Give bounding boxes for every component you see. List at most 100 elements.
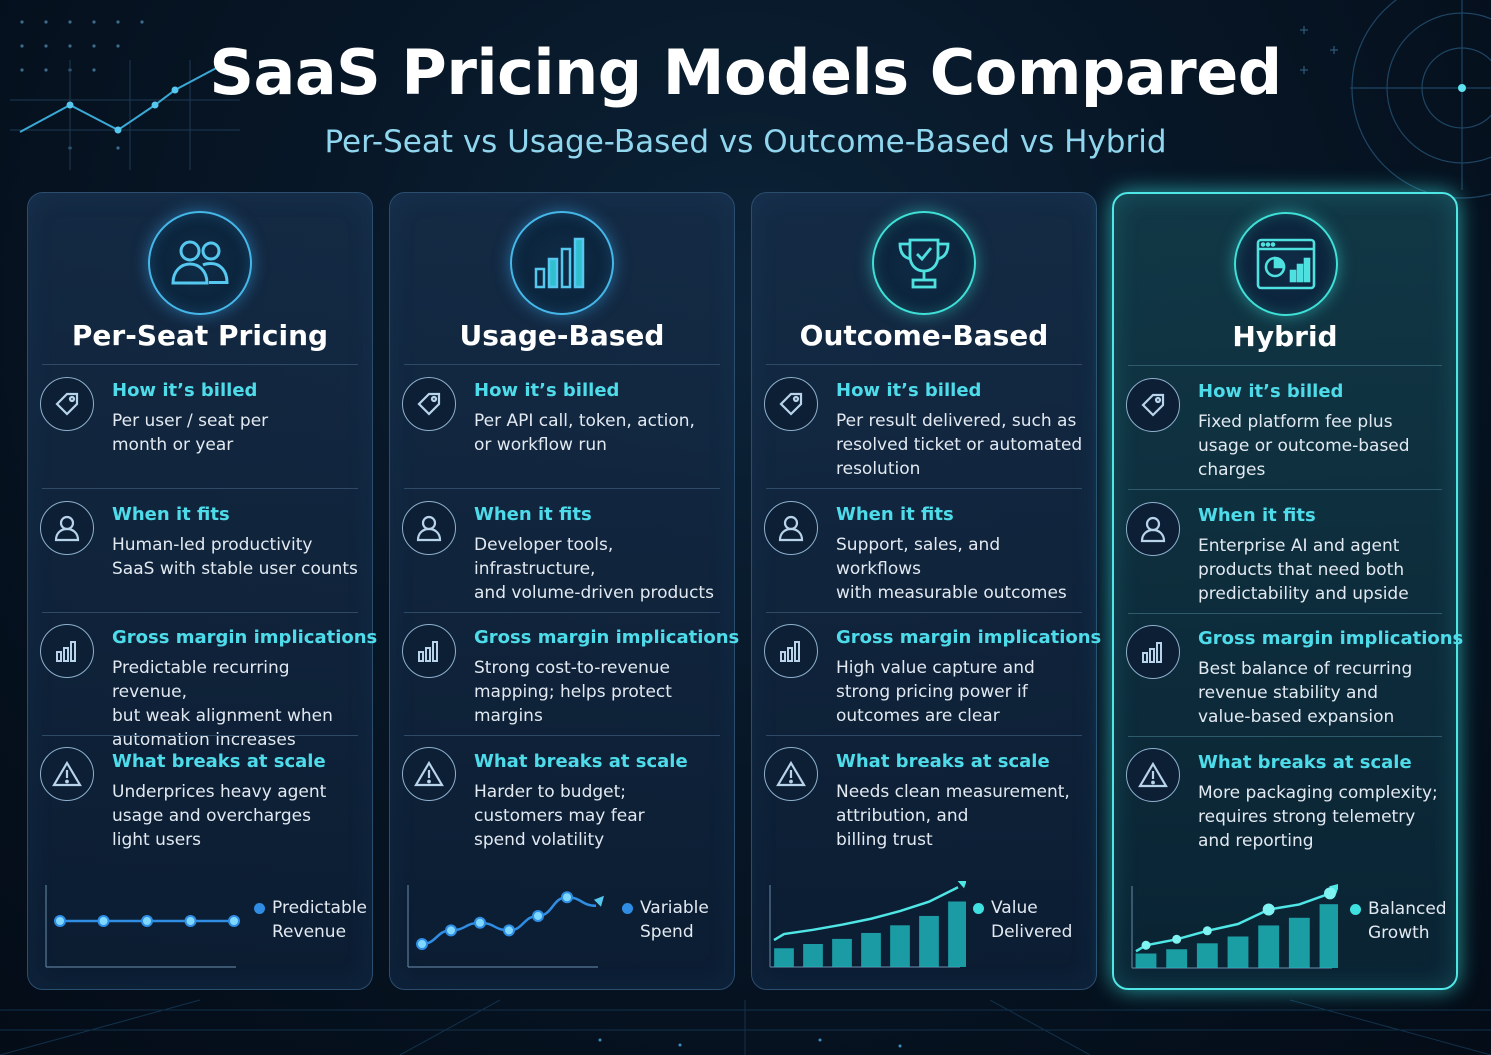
card-title: Usage-Based	[459, 319, 665, 352]
section-heading: Gross margin implications	[474, 627, 740, 648]
warning-icon	[40, 747, 94, 801]
warning-icon	[764, 747, 818, 801]
divider	[1128, 489, 1442, 490]
legend-dot	[622, 903, 633, 914]
bar	[1166, 949, 1188, 968]
section-text: More packaging complexity; requires stron…	[1198, 783, 1438, 851]
section-text: Predictable recurring revenue, but weak a…	[112, 658, 333, 750]
divider	[766, 488, 1082, 489]
bar-chart-icon	[1126, 625, 1180, 679]
price-tag-icon	[402, 377, 456, 431]
section-text: Underprices heavy agent usage and overcha…	[112, 782, 327, 850]
data-point	[445, 924, 457, 937]
bar	[1135, 953, 1157, 968]
trend-line	[1135, 892, 1331, 953]
data-point	[97, 915, 110, 927]
divider	[42, 612, 358, 613]
section-text: Per result delivered, such as resolved ti…	[836, 411, 1083, 479]
section-heading: What breaks at scale	[112, 751, 326, 772]
mini-chart	[45, 885, 240, 968]
section-text: Strong cost-to-revenue mapping; helps pro…	[474, 658, 672, 726]
data-point	[416, 938, 428, 950]
data-point	[54, 915, 66, 927]
section-heading: How it’s billed	[474, 380, 620, 401]
card-title: Hybrid	[1232, 320, 1338, 353]
divider	[766, 735, 1082, 736]
series-line	[421, 895, 597, 946]
divider	[42, 488, 358, 489]
bar	[919, 915, 939, 967]
data-point	[532, 909, 544, 922]
price-tag-icon	[764, 377, 818, 431]
legend-dot	[1350, 904, 1361, 915]
data-point	[1202, 926, 1212, 936]
page-subtitle: Per-Seat vs Usage-Based vs Outcome-Based…	[324, 124, 1167, 160]
user-icon	[402, 501, 456, 555]
price-tag-icon	[40, 377, 94, 431]
section-heading: Gross margin implications	[836, 627, 1102, 648]
data-point	[474, 916, 486, 929]
bar	[1196, 943, 1218, 968]
divider	[404, 488, 720, 489]
dashboard-icon	[1234, 212, 1338, 316]
data-point	[1141, 940, 1151, 950]
card-outcome-based: Outcome-Based How it’s billed Per result…	[751, 192, 1101, 990]
section-heading: What breaks at scale	[1198, 752, 1412, 773]
section-text: Needs clean measurement, attribution, and…	[836, 782, 1070, 850]
card-title: Outcome-Based	[799, 319, 1049, 352]
bar	[774, 948, 794, 967]
legend-dot	[973, 903, 984, 914]
mini-chart	[407, 885, 604, 968]
data-point	[561, 891, 573, 904]
section-text: High value capture and strong pricing pow…	[836, 658, 1035, 726]
card-hybrid: Hybrid How it’s billed Fixed platform fe…	[1112, 192, 1463, 990]
section-text: Developer tools, infrastructure, and volu…	[474, 535, 714, 603]
section-text: Harder to budget; customers may fear spend…	[474, 782, 645, 850]
price-tag-icon	[1126, 378, 1180, 432]
trophy-icon	[872, 211, 976, 315]
bar	[1288, 917, 1310, 968]
user-icon	[764, 501, 818, 555]
divider	[404, 735, 720, 736]
divider	[404, 364, 720, 365]
mini-chart	[769, 881, 966, 968]
bar	[890, 925, 910, 967]
user-icon	[1126, 502, 1180, 556]
data-point	[184, 915, 197, 927]
bar	[948, 901, 966, 967]
bar-chart-icon	[402, 624, 456, 678]
warning-icon	[402, 747, 456, 801]
section-heading: How it’s billed	[1198, 381, 1344, 402]
data-point	[1324, 887, 1336, 900]
bar	[1227, 936, 1249, 968]
bar-chart-icon	[764, 624, 818, 678]
section-heading: Gross margin implications	[1198, 628, 1464, 649]
section-heading: How it’s billed	[836, 380, 982, 401]
card-per-seat: Per-Seat Pricing How it’s billed Per use…	[27, 192, 377, 990]
section-text: Best balance of recurring revenue stabili…	[1198, 659, 1413, 727]
section-heading: When it fits	[474, 504, 592, 525]
bar	[1258, 925, 1280, 968]
section-text: Support, sales, and workflows with measur…	[836, 535, 1067, 603]
data-point	[141, 915, 153, 927]
section-heading: When it fits	[112, 504, 230, 525]
section-text: Enterprise AI and agent products that nee…	[1198, 536, 1409, 604]
divider	[766, 612, 1082, 613]
section-text: Per API call, token, action, or workflow …	[474, 411, 695, 455]
data-point	[503, 924, 515, 937]
legend-label: Balanced Growth	[1368, 899, 1447, 943]
section-heading: How it’s billed	[112, 380, 258, 401]
section-heading: What breaks at scale	[474, 751, 688, 772]
divider	[766, 364, 1082, 365]
divider	[1128, 736, 1442, 737]
data-point	[228, 915, 240, 927]
section-heading: Gross margin implications	[112, 627, 378, 648]
bar-chart-icon	[510, 211, 614, 315]
section-heading: When it fits	[836, 504, 954, 525]
mini-chart	[1131, 883, 1338, 969]
users-icon	[148, 211, 252, 315]
bar-chart-icon	[40, 624, 94, 678]
user-icon	[40, 501, 94, 555]
trend-arrow	[957, 881, 966, 889]
divider	[1128, 365, 1442, 366]
